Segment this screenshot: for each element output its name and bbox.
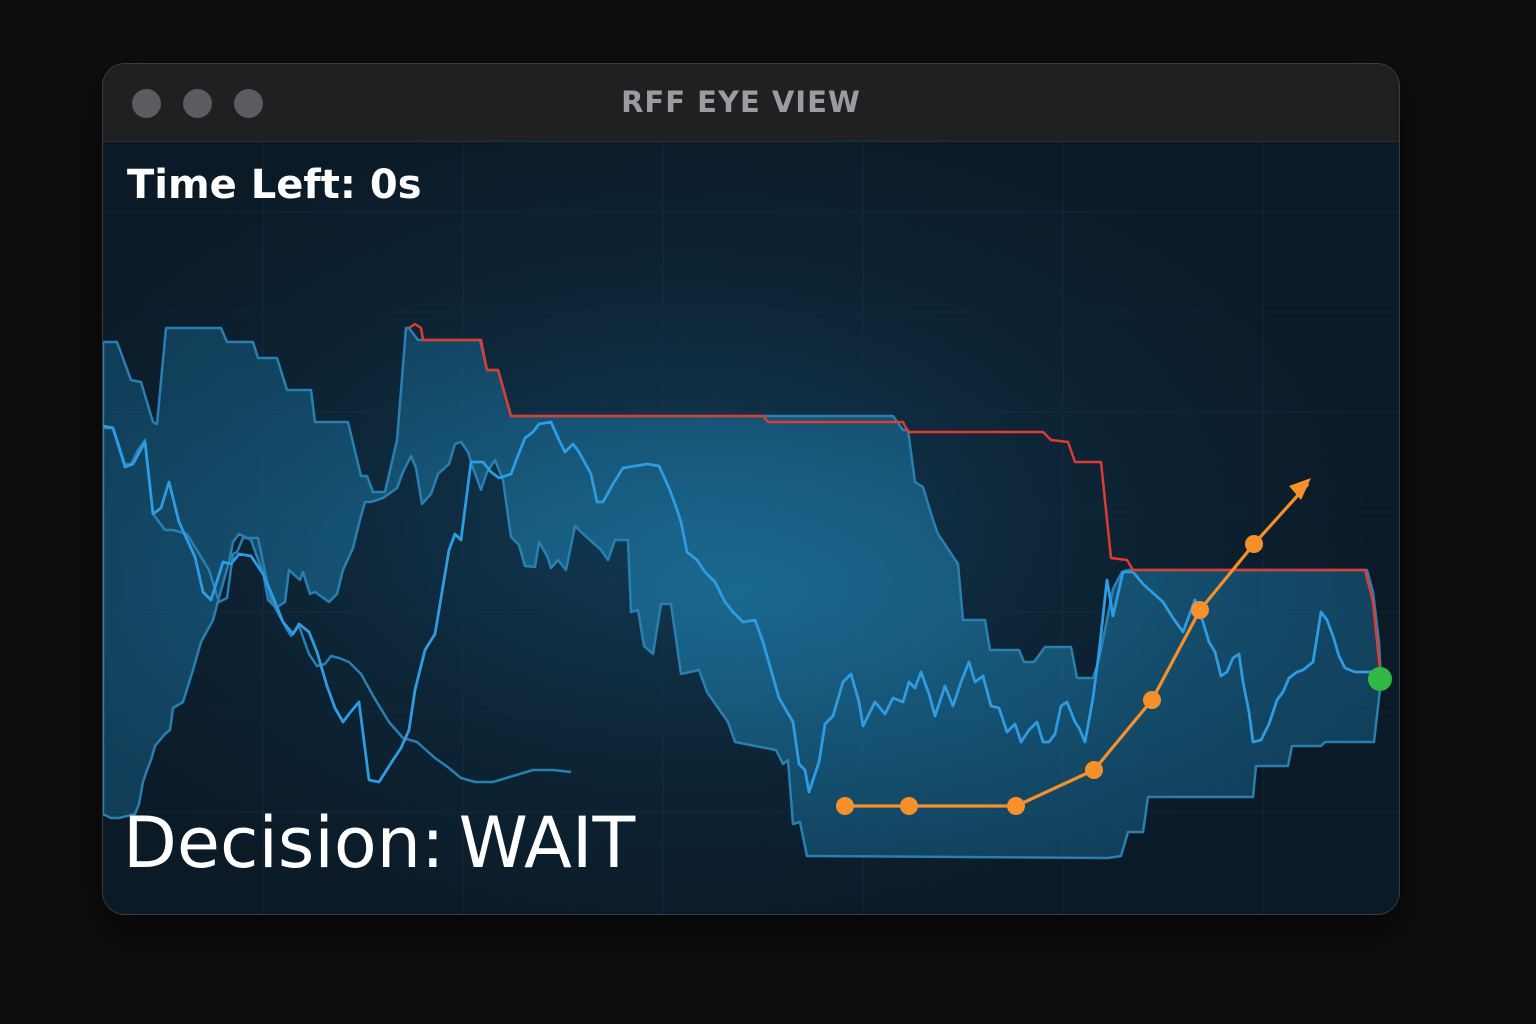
app-window: RFF EYE VIEW bbox=[103, 64, 1399, 914]
eye-view-chart bbox=[103, 142, 1399, 914]
time-left-readout: Time Left: 0s bbox=[127, 162, 422, 208]
confidence-band bbox=[103, 326, 1383, 860]
time-left-label: Time Left: bbox=[127, 162, 356, 208]
title-bar[interactable]: RFF EYE VIEW bbox=[103, 64, 1399, 142]
decision-label: Decision: bbox=[123, 802, 445, 884]
trajectory-point bbox=[1191, 601, 1209, 619]
trajectory-point bbox=[836, 797, 854, 815]
close-icon[interactable] bbox=[132, 89, 161, 118]
eye-view-canvas: Time Left: 0s Decision: WAIT bbox=[103, 142, 1399, 914]
trajectory-point bbox=[1007, 797, 1025, 815]
band-lower-edge bbox=[103, 426, 572, 784]
upper-limit-line bbox=[408, 322, 1383, 681]
projected-trajectory bbox=[836, 478, 1311, 815]
decision-readout: Decision: WAIT bbox=[123, 802, 635, 884]
trajectory-point bbox=[1143, 691, 1161, 709]
signal-line bbox=[103, 420, 1133, 794]
minimize-icon[interactable] bbox=[183, 89, 212, 118]
arrow-head-icon bbox=[1289, 478, 1311, 500]
current-position-marker bbox=[1368, 667, 1392, 691]
time-left-value: 0s bbox=[369, 162, 422, 208]
trajectory-point bbox=[1085, 761, 1103, 779]
trajectory-point bbox=[1245, 535, 1263, 553]
decision-value: WAIT bbox=[458, 802, 636, 884]
window-title: RFF EYE VIEW bbox=[621, 85, 861, 119]
zoom-icon[interactable] bbox=[234, 89, 263, 118]
trajectory-point bbox=[900, 797, 918, 815]
